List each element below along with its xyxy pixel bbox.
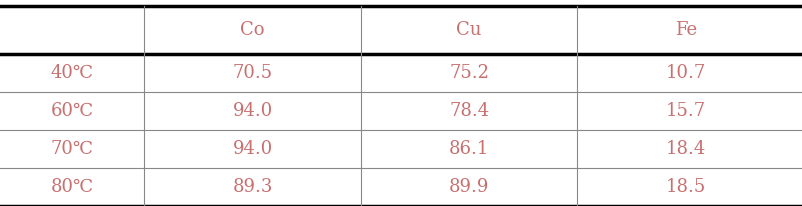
Text: Co: Co bbox=[241, 21, 265, 39]
Text: 18.5: 18.5 bbox=[666, 178, 706, 196]
Text: 94.0: 94.0 bbox=[233, 102, 273, 120]
Text: Cu: Cu bbox=[456, 21, 482, 39]
Text: Fe: Fe bbox=[674, 21, 697, 39]
Text: 89.9: 89.9 bbox=[449, 178, 489, 196]
Text: 70℃: 70℃ bbox=[51, 140, 94, 158]
Text: 94.0: 94.0 bbox=[233, 140, 273, 158]
Text: 10.7: 10.7 bbox=[666, 64, 706, 82]
Text: 75.2: 75.2 bbox=[449, 64, 489, 82]
Text: 78.4: 78.4 bbox=[449, 102, 489, 120]
Text: 15.7: 15.7 bbox=[666, 102, 706, 120]
Text: 60℃: 60℃ bbox=[51, 102, 94, 120]
Text: 86.1: 86.1 bbox=[449, 140, 489, 158]
Text: 80℃: 80℃ bbox=[51, 178, 94, 196]
Text: 18.4: 18.4 bbox=[666, 140, 706, 158]
Text: 40℃: 40℃ bbox=[51, 64, 94, 82]
Text: 89.3: 89.3 bbox=[233, 178, 273, 196]
Text: 70.5: 70.5 bbox=[233, 64, 273, 82]
